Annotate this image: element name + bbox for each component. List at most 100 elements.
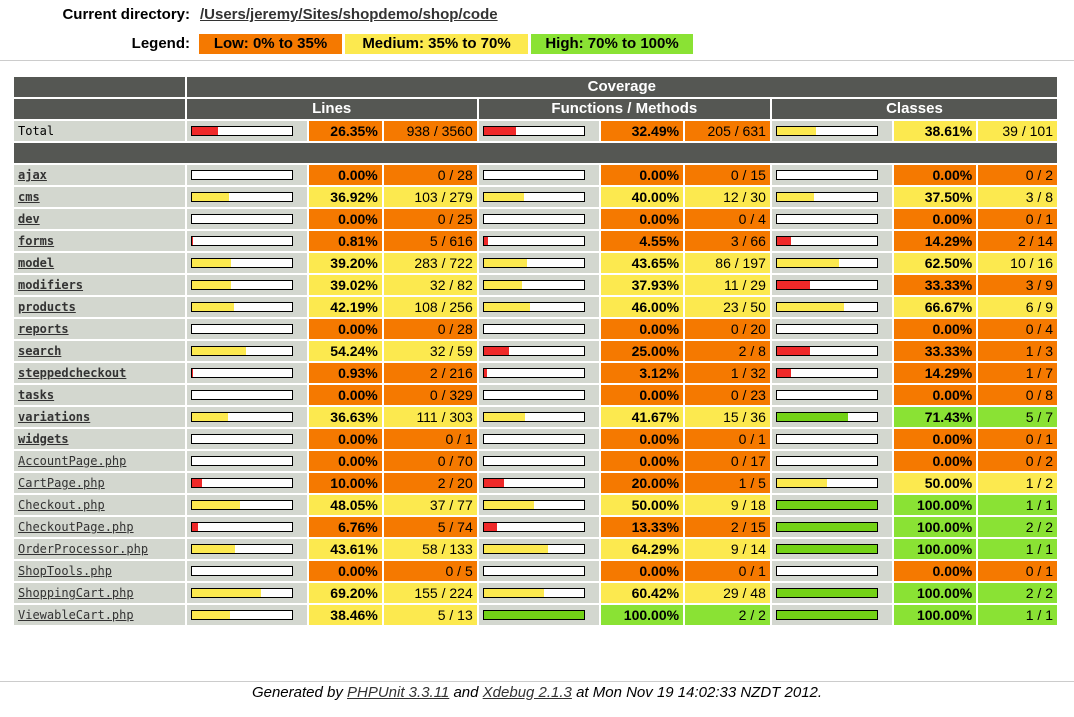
directory-link[interactable]: search	[18, 344, 62, 358]
table-row: variations 36.63% 111 / 303 41.67% 15 / 36 71…	[14, 407, 1057, 427]
xdebug-link[interactable]: Xdebug 2.1.3	[482, 684, 572, 701]
row-name-cell: dev	[14, 209, 185, 229]
file-link[interactable]: ViewableCart.php	[18, 608, 134, 622]
footer-prefix: Generated by	[251, 684, 347, 701]
lines-bar-fill	[191, 193, 229, 201]
directory-link[interactable]: products	[18, 300, 76, 314]
classes-coverage-bar	[771, 187, 893, 207]
classes-count: 1 / 1	[978, 495, 1057, 515]
directory-link[interactable]: dev	[18, 212, 40, 226]
lines-count: 5 / 74	[383, 517, 477, 537]
lines-coverage-bar	[186, 187, 308, 207]
functions-count: 2 / 15	[685, 517, 770, 537]
table-row: widgets 0.00% 0 / 1 0.00% 0 / 1 0.00% 0 / 1	[14, 429, 1057, 449]
classes-coverage-bar	[771, 253, 893, 273]
functions-bar-fill	[483, 611, 584, 619]
lines-bar-track	[190, 544, 293, 554]
classes-coverage-bar	[771, 451, 893, 471]
functions-coverage-bar	[478, 121, 600, 141]
lines-bar-track	[190, 346, 293, 356]
current-directory-row: Current directory: /Users/jeremy/Sites/s…	[0, 6, 1074, 26]
lines-bar-track	[190, 280, 293, 290]
classes-bar-track	[775, 346, 878, 356]
classes-count: 2 / 14	[978, 231, 1057, 251]
directory-link[interactable]: cms	[18, 190, 40, 204]
phpunit-link[interactable]: PHPUnit 3.3.11	[347, 684, 450, 701]
header-functions: Functions / Methods	[478, 99, 770, 119]
functions-bar-fill	[483, 479, 504, 487]
directory-link[interactable]: forms	[18, 234, 55, 248]
directory-link[interactable]: reports	[18, 322, 69, 336]
classes-percent: 100.00%	[894, 539, 977, 559]
lines-bar-track	[190, 214, 293, 224]
lines-bar-fill	[191, 281, 231, 289]
current-directory-link[interactable]: /Users/jeremy/Sites/shopdemo/shop/code	[200, 6, 498, 23]
functions-count: 0 / 1	[685, 561, 770, 581]
table-row: CheckoutPage.php 6.76% 5 / 74 13.33% 2 / 15 1…	[14, 517, 1057, 537]
file-link[interactable]: OrderProcessor.php	[18, 542, 149, 556]
directory-link[interactable]: tasks	[18, 388, 55, 402]
footer-suffix: at Mon Nov 19 14:02:33 NZDT 2012.	[571, 684, 823, 701]
lines-count: 155 / 224	[383, 583, 477, 603]
classes-bar-fill	[776, 501, 877, 509]
table-row: OrderProcessor.php 43.61% 58 / 133 64.29% 9 …	[14, 539, 1057, 559]
file-link[interactable]: CartPage.php	[18, 476, 105, 490]
classes-coverage-bar	[771, 605, 893, 625]
file-link[interactable]: ShoppingCart.php	[18, 586, 134, 600]
header-row-coverage: Coverage	[14, 77, 1057, 97]
functions-count: 0 / 20	[685, 319, 770, 339]
directory-link[interactable]: widgets	[18, 432, 69, 446]
lines-count: 2 / 20	[383, 473, 477, 493]
classes-percent: 0.00%	[894, 319, 977, 339]
classes-coverage-bar	[771, 429, 893, 449]
functions-bar-track	[482, 588, 585, 598]
functions-bar-track	[482, 412, 585, 422]
lines-bar-track	[190, 500, 293, 510]
classes-bar-track	[775, 610, 878, 620]
functions-count: 12 / 30	[685, 187, 770, 207]
functions-coverage-bar	[478, 473, 600, 493]
file-link[interactable]: AccountPage.php	[18, 454, 127, 468]
classes-coverage-bar	[771, 231, 893, 251]
classes-count: 2 / 2	[978, 517, 1057, 537]
directory-link[interactable]: modifiers	[18, 278, 84, 292]
row-name-cell: modifiers	[14, 275, 185, 295]
file-link[interactable]: Checkout.php	[18, 498, 105, 512]
table-row: dev 0.00% 0 / 25 0.00% 0 / 4 0.00% 0 / 1	[14, 209, 1057, 229]
functions-count: 11 / 29	[685, 275, 770, 295]
lines-count: 32 / 59	[383, 341, 477, 361]
functions-coverage-bar	[478, 231, 600, 251]
classes-coverage-bar	[771, 209, 893, 229]
row-name-cell: reports	[14, 319, 185, 339]
row-name-cell: cms	[14, 187, 185, 207]
lines-count: 0 / 5	[383, 561, 477, 581]
directory-link[interactable]: steppedcheckout	[18, 366, 127, 380]
classes-percent: 0.00%	[894, 385, 977, 405]
classes-count: 10 / 16	[978, 253, 1057, 273]
classes-bar-fill	[776, 347, 811, 355]
classes-bar-track	[775, 522, 878, 532]
directory-link[interactable]: model	[18, 256, 55, 270]
file-link[interactable]: CheckoutPage.php	[18, 520, 134, 534]
classes-coverage-bar	[771, 407, 893, 427]
functions-bar-track	[482, 236, 585, 246]
directory-link[interactable]: ajax	[18, 168, 47, 182]
row-name-cell: Checkout.php	[14, 495, 185, 515]
functions-bar-fill	[483, 523, 498, 531]
lines-percent: 0.00%	[309, 165, 382, 185]
table-row: ShopTools.php 0.00% 0 / 5 0.00% 0 / 1 0.00% 0 …	[14, 561, 1057, 581]
lines-percent: 26.35%	[309, 121, 382, 141]
classes-percent: 100.00%	[894, 605, 977, 625]
functions-bar-track	[482, 456, 585, 466]
directory-link[interactable]: variations	[18, 410, 91, 424]
lines-bar-fill	[191, 413, 229, 421]
file-link[interactable]: ShopTools.php	[18, 564, 112, 578]
classes-bar-fill	[776, 281, 811, 289]
classes-count: 0 / 2	[978, 165, 1057, 185]
classes-coverage-bar	[771, 561, 893, 581]
classes-bar-fill	[776, 479, 827, 487]
lines-percent: 39.02%	[309, 275, 382, 295]
table-row: tasks 0.00% 0 / 329 0.00% 0 / 23 0.00% 0 / 8	[14, 385, 1057, 405]
classes-coverage-bar	[771, 341, 893, 361]
lines-coverage-bar	[186, 209, 308, 229]
